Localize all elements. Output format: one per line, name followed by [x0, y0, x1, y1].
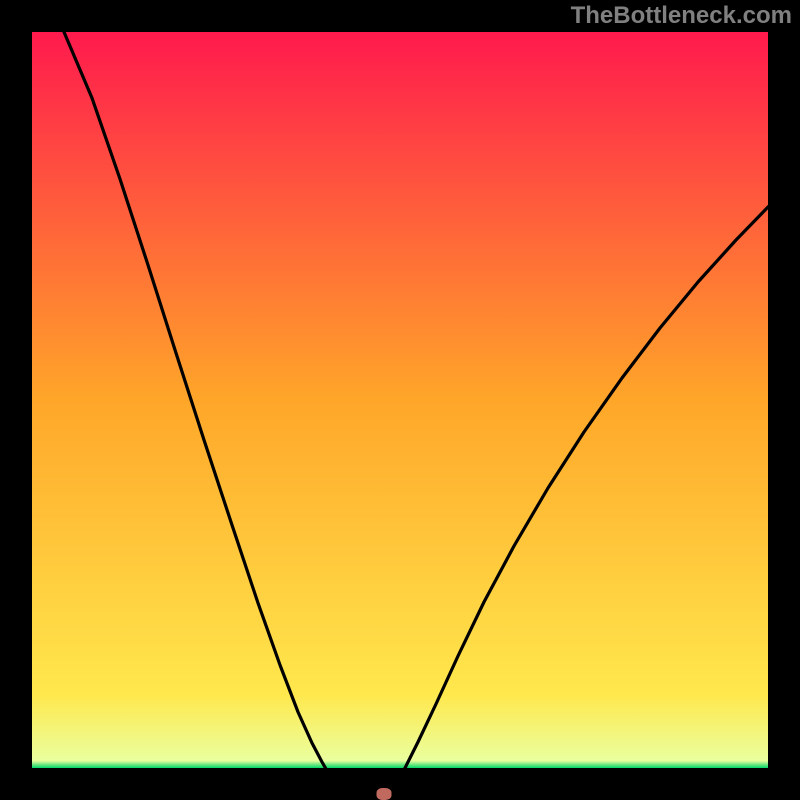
chart-container: TheBottleneck.com	[0, 0, 800, 800]
bottleneck-curve	[0, 0, 800, 800]
watermark-text: TheBottleneck.com	[571, 2, 792, 30]
marker-dot	[377, 788, 392, 800]
curve-path	[64, 32, 800, 800]
